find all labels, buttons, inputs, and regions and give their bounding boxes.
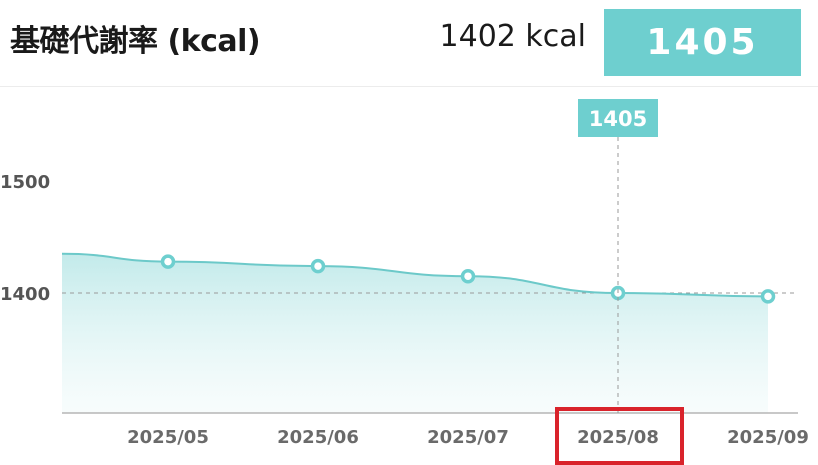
y-tick-label: 1400 [0, 284, 50, 305]
x-tick-label: 2025/08 [577, 427, 659, 448]
page-title: 基礎代謝率 (kcal) [10, 24, 261, 59]
selected-value-badge[interactable]: 1405 [604, 9, 801, 76]
series-area [62, 253, 768, 413]
data-point[interactable] [760, 289, 776, 304]
x-tick-label: 2025/05 [127, 427, 209, 448]
x-tick-label: 2025/09 [727, 427, 809, 448]
data-point[interactable] [160, 254, 176, 269]
selected-value-tooltip[interactable] [578, 99, 658, 137]
data-point[interactable] [310, 258, 326, 274]
x-tick-label: 2025/06 [277, 427, 359, 448]
data-point[interactable] [460, 268, 476, 284]
selected-month-highlight [555, 407, 684, 465]
x-tick-label: 2025/07 [427, 427, 509, 448]
y-tick-label: 1500 [0, 172, 50, 193]
selected-value-label: 1405 [589, 107, 647, 131]
header: 基礎代謝率 (kcal) 1402 kcal 1405 [0, 0, 818, 87]
current-value: 1402 kcal [439, 19, 586, 54]
